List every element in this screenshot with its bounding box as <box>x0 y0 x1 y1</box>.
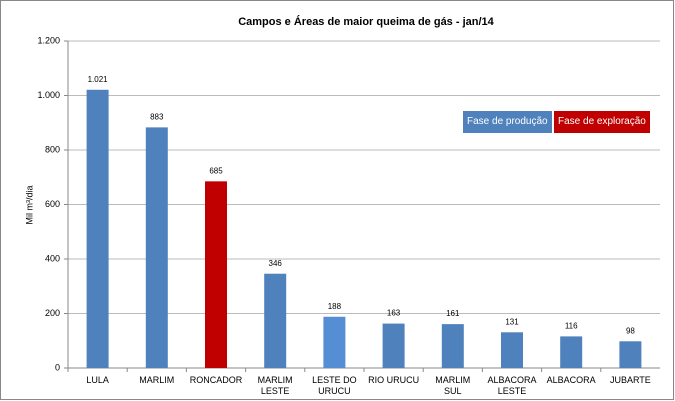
value-label: 131 <box>505 317 519 326</box>
value-label: 163 <box>387 309 401 318</box>
value-label: 685 <box>209 166 223 175</box>
x-tick-label: LULA <box>86 375 109 385</box>
bar <box>619 341 642 368</box>
y-tick-label: 200 <box>45 308 60 318</box>
x-tick-label: MARLIM SUL <box>435 375 471 396</box>
value-label: 1.021 <box>88 75 109 84</box>
value-label: 161 <box>446 309 460 318</box>
y-tick-label: 0 <box>55 362 60 372</box>
bar <box>205 181 227 368</box>
x-tick-label: JUBARTE <box>609 375 651 385</box>
value-label: 116 <box>565 321 578 330</box>
bar <box>560 336 583 368</box>
legend-item: Fase de produção <box>463 111 552 133</box>
y-tick-label: 1.200 <box>37 35 60 45</box>
value-label: 883 <box>150 112 164 121</box>
value-label: 188 <box>328 302 342 311</box>
bar <box>441 324 464 368</box>
legend-item: Fase de exploração <box>554 111 650 133</box>
y-tick-label: 1.000 <box>37 90 60 100</box>
value-label: 98 <box>626 326 635 335</box>
y-tick-label: 400 <box>45 253 60 263</box>
bar <box>86 89 109 368</box>
x-tick-label: MARLIM LESTE <box>257 375 293 396</box>
y-tick-label: 800 <box>45 144 60 154</box>
y-tick-label: 600 <box>45 199 60 209</box>
x-tick-label: MARLIM <box>139 375 175 385</box>
y-axis-label: Mil m³/dia <box>24 185 34 224</box>
value-label: 346 <box>269 259 283 268</box>
chart-title: Campos e Áreas de maior queima de gás - … <box>238 15 494 28</box>
x-tick-label: ALBACORA <box>546 375 596 385</box>
x-tick-label: LESTE DO URUCU <box>312 375 357 396</box>
bar <box>264 273 287 368</box>
x-tick-label: RONCADOR <box>189 375 243 385</box>
bar <box>145 127 168 368</box>
bar <box>323 316 346 368</box>
bar <box>382 323 405 368</box>
bar <box>501 332 523 368</box>
x-tick-label: RIO URUCU <box>368 375 420 385</box>
x-tick-label: ALBACORA LESTE <box>487 375 537 396</box>
